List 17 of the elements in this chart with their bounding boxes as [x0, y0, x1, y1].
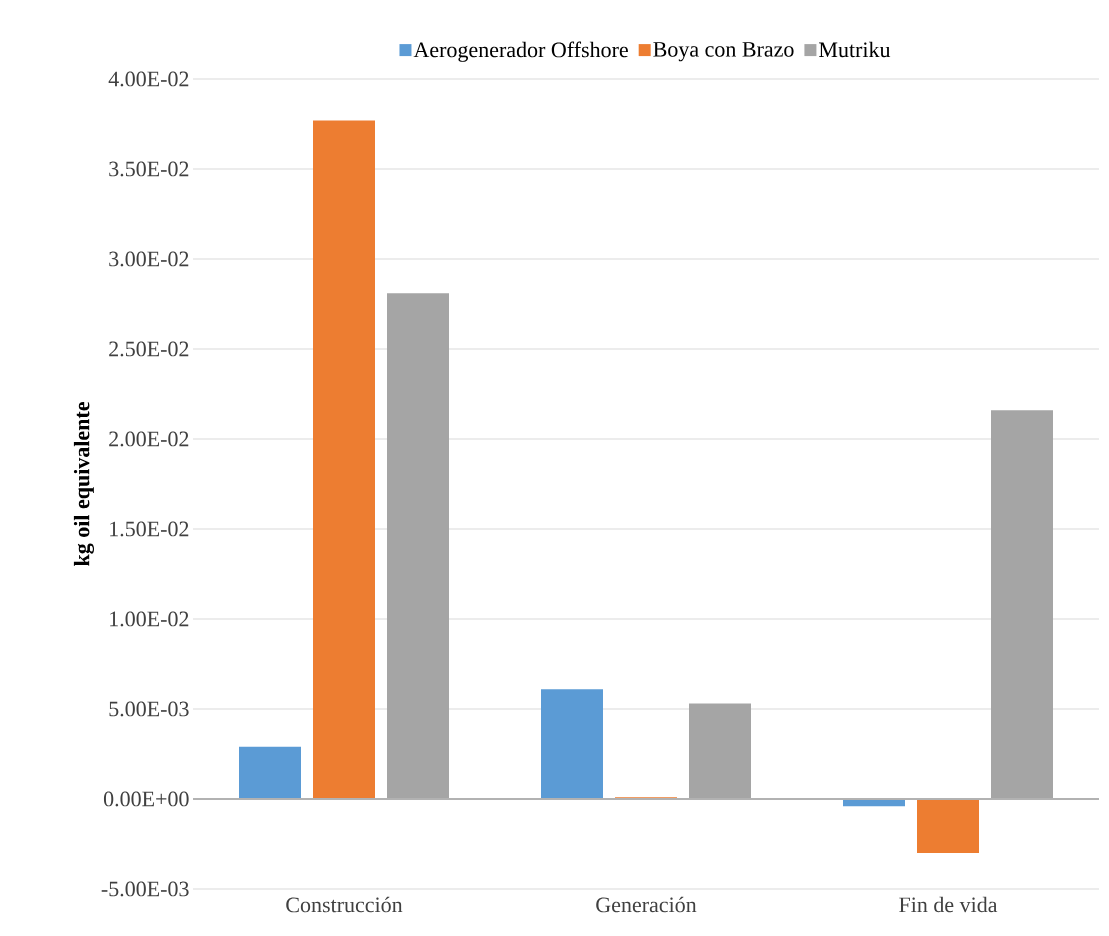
y-tick-label: 1.50E-02 — [110, 521, 189, 537]
x-tick-label: Construcción — [286, 896, 403, 913]
y-tick-label: 3.00E-02 — [109, 251, 189, 267]
y-tick-label: 1.00E-02 — [110, 611, 189, 627]
y-axis-title: kg oil equivalente — [73, 402, 95, 566]
y-tick-label: 5.00E-03 — [109, 701, 189, 717]
y-tick-label: 3.50E-02 — [109, 161, 189, 177]
y-tick-label: -5.00E-03 — [101, 881, 189, 897]
y-tick-label: 2.50E-02 — [109, 341, 189, 357]
legend-label: Aerogenerador Offshore — [413, 41, 628, 62]
x-tick-label: Generación — [596, 896, 697, 913]
legend-label: Boya con Brazo — [653, 42, 794, 62]
y-tick-label: 4.00E-02 — [108, 71, 189, 87]
legend-label: Mutriku — [819, 41, 891, 58]
y-tick-label: 0.00E+00 — [103, 791, 189, 807]
x-tick-label: Fin de vida — [899, 896, 998, 913]
y-tick-label: 2.00E-02 — [109, 431, 189, 447]
